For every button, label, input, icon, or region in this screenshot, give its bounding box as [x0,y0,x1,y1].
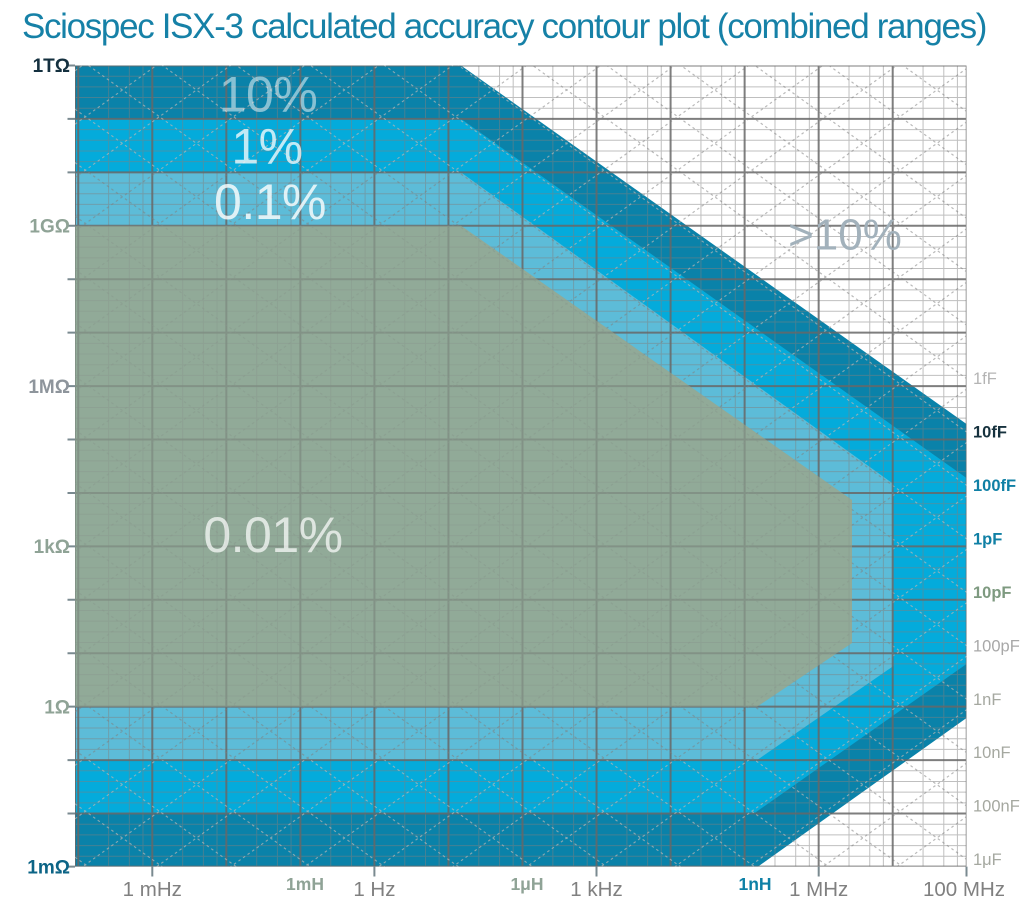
svg-text:1 Hz: 1 Hz [353,878,395,901]
svg-text:1pF: 1pF [973,530,1002,548]
svg-text:1%: 1% [231,119,302,175]
svg-text:100nF: 100nF [973,798,1020,816]
svg-text:100fF: 100fF [973,477,1016,495]
svg-text:1fF: 1fF [973,370,997,388]
svg-text:0.01%: 0.01% [203,507,342,563]
svg-text:1kΩ: 1kΩ [34,537,70,558]
svg-text:1Ω: 1Ω [44,697,70,718]
svg-text:1 MHz: 1 MHz [789,878,848,901]
svg-text:10fF: 10fF [973,424,1007,442]
svg-text:Sciospec ISX-3 calculated accu: Sciospec ISX-3 calculated accuracy conto… [22,7,986,46]
svg-text:10%: 10% [219,67,318,123]
svg-text:100pF: 100pF [973,637,1020,655]
svg-text:1μH: 1μH [510,874,543,894]
svg-text:1nF: 1nF [973,691,1001,709]
svg-text:>10%: >10% [788,211,902,260]
svg-text:1TΩ: 1TΩ [33,56,70,77]
svg-text:10pF: 10pF [973,584,1012,602]
svg-text:1nH: 1nH [738,874,771,894]
svg-text:1μF: 1μF [973,851,1002,869]
svg-text:1 mHz: 1 mHz [123,878,182,901]
svg-text:1mH: 1mH [286,874,324,894]
svg-text:1 kHz: 1 kHz [570,878,622,901]
svg-text:1GΩ: 1GΩ [29,217,70,238]
svg-text:10nF: 10nF [973,744,1011,762]
svg-text:0.1%: 0.1% [214,174,326,230]
svg-text:1mΩ: 1mΩ [27,857,70,878]
svg-text:1MΩ: 1MΩ [28,377,70,398]
svg-text:100 MHz: 100 MHz [923,878,1005,901]
